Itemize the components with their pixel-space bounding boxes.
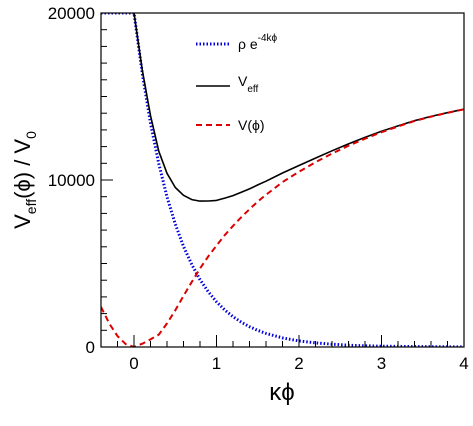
x-ticks: 0 1 2 3 4 bbox=[100, 335, 469, 373]
legend-label-rho: ρ e-4kϕ bbox=[238, 33, 278, 52]
x-tick-label: 1 bbox=[212, 354, 221, 373]
x-tick-label: 4 bbox=[459, 354, 468, 373]
plot-frame bbox=[100, 12, 465, 348]
y-tick-label: 20000 bbox=[48, 4, 95, 23]
y-axis-title: Veff(ϕ) / V0 bbox=[10, 131, 39, 229]
legend: ρ e-4kϕ Veff V(ϕ) bbox=[196, 33, 278, 133]
legend-label-veff: Veff bbox=[238, 73, 259, 95]
x-axis-title: κϕ bbox=[269, 379, 294, 406]
series-line-2 bbox=[101, 108, 464, 347]
x-tick-label: 3 bbox=[377, 354, 386, 373]
series-line-0 bbox=[101, 13, 464, 347]
series-group bbox=[101, 13, 464, 347]
y-tick-label: 10000 bbox=[48, 171, 95, 190]
x-tick-label: 0 bbox=[129, 354, 138, 373]
y-tick-label: 0 bbox=[86, 338, 95, 357]
series-line-1 bbox=[133, 13, 464, 202]
legend-label-v: V(ϕ) bbox=[238, 117, 265, 133]
x-tick-label: 2 bbox=[294, 354, 303, 373]
y-ticks: 0 10000 20000 bbox=[48, 4, 113, 357]
